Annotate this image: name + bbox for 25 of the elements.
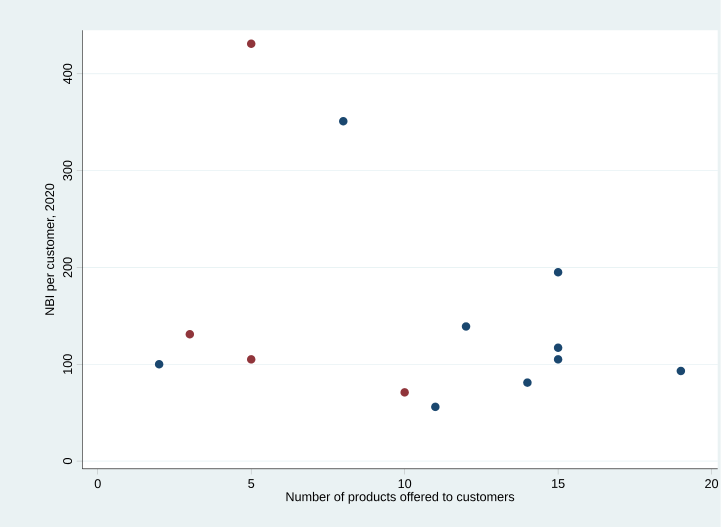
y-axis-title: NBI per customer, 2020 [45, 184, 57, 315]
x-tick-label: 20 [705, 479, 718, 488]
y-tick-label: 100 [63, 354, 72, 374]
point [554, 268, 562, 276]
point [246, 355, 256, 364]
x-tick-label: 0 [94, 479, 101, 488]
point [400, 388, 409, 396]
x-tick-label: 10 [398, 479, 412, 488]
x-tick-label: 15 [552, 479, 565, 488]
point [431, 402, 440, 411]
point [339, 116, 348, 126]
x-tick-label: 5 [248, 479, 254, 488]
point [462, 322, 470, 331]
point [154, 360, 164, 368]
y-tick-label: 200 [63, 257, 72, 278]
point [676, 366, 686, 376]
point [554, 355, 562, 364]
point [186, 330, 194, 338]
y-tick-label: 0 [63, 458, 72, 464]
y-tick-label: 400 [63, 64, 72, 84]
y-tick-label: 300 [63, 160, 72, 181]
point [246, 39, 256, 48]
x-axis-title: Number of products offered to customers [286, 492, 514, 504]
point [523, 378, 532, 387]
point [554, 343, 562, 352]
